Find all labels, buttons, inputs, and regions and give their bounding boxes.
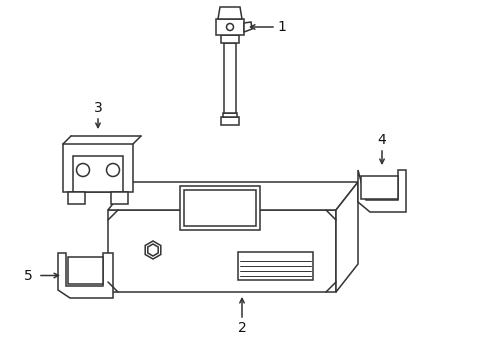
- Polygon shape: [147, 244, 158, 256]
- Text: 2: 2: [237, 321, 246, 335]
- Polygon shape: [108, 182, 357, 210]
- Circle shape: [106, 163, 119, 176]
- Polygon shape: [63, 144, 133, 192]
- Polygon shape: [111, 192, 128, 204]
- Polygon shape: [180, 186, 260, 230]
- Circle shape: [226, 23, 233, 31]
- Polygon shape: [216, 19, 244, 35]
- Text: 4: 4: [377, 133, 386, 147]
- Polygon shape: [108, 210, 335, 292]
- Polygon shape: [73, 156, 123, 192]
- Polygon shape: [58, 253, 113, 298]
- Polygon shape: [335, 182, 357, 292]
- Polygon shape: [68, 192, 85, 204]
- Polygon shape: [244, 22, 251, 32]
- Polygon shape: [224, 43, 236, 113]
- Text: 5: 5: [23, 269, 32, 283]
- Text: 3: 3: [93, 101, 102, 115]
- Polygon shape: [221, 117, 239, 125]
- Text: 1: 1: [277, 20, 286, 34]
- Polygon shape: [68, 257, 103, 284]
- Polygon shape: [360, 176, 397, 199]
- Polygon shape: [238, 252, 312, 280]
- Polygon shape: [218, 7, 242, 19]
- Polygon shape: [145, 241, 161, 259]
- Polygon shape: [183, 190, 256, 226]
- Circle shape: [76, 163, 89, 176]
- Polygon shape: [223, 113, 237, 117]
- Polygon shape: [221, 35, 239, 43]
- Polygon shape: [357, 170, 405, 212]
